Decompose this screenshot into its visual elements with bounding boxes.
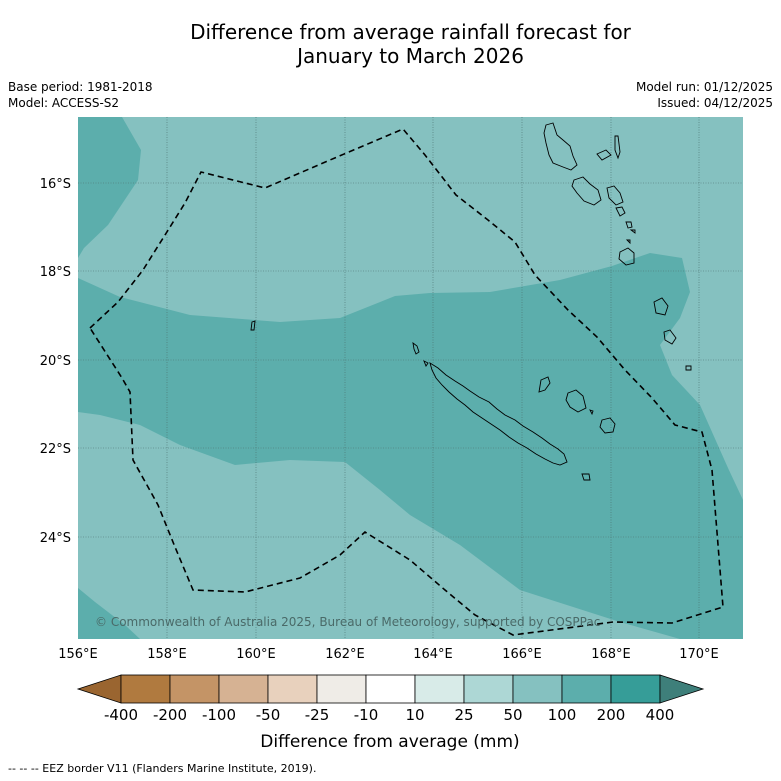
map-title: Difference from average rainfall forecas… [0, 20, 781, 68]
colorbar-title: Difference from average (mm) [260, 732, 519, 752]
colorbar-tick-label: -50 [256, 706, 281, 724]
title-line-1: Difference from average rainfall forecas… [190, 20, 631, 44]
lat-label-16s: 16°S [40, 177, 71, 192]
field-mid-band [78, 253, 743, 639]
model-run: Model run: 01/12/2025 [635, 80, 773, 94]
colorbar-cells [120, 674, 661, 704]
colorbar: -400 -200 -100 -50 -25 -10 10 25 50 100 200 400 Dif… [76, 674, 705, 752]
lon-label-156e: 156°E [58, 647, 98, 662]
lon-label-160e: 160°E [236, 647, 276, 662]
colorbar-cell [218, 674, 269, 704]
colorbar-cell [463, 674, 514, 704]
eez-footnote: -- -- -- EEZ border V11 (Flanders Marine… [8, 762, 317, 775]
eez-border [88, 128, 724, 636]
colorbar-tick-label: -400 [104, 706, 138, 724]
coastlines [250, 122, 692, 481]
colorbar-cell [610, 674, 661, 704]
meta-right: Model run: 01/12/2025 Issued: 04/12/2025 [636, 79, 773, 111]
lon-label-166e: 166°E [502, 647, 542, 662]
lon-label-158e: 158°E [147, 647, 187, 662]
colorbar-tick-label: -25 [305, 706, 330, 724]
new-caledonia-coast [429, 361, 568, 466]
colorbar-cell [512, 674, 563, 704]
lat-label-22s: 22°S [40, 442, 71, 457]
lon-label-162e: 162°E [325, 647, 365, 662]
colorbar-tick-label: -200 [153, 706, 187, 724]
colorbar-ticks: -400 -200 -100 -50 -25 -10 10 25 50 100 200 400 [104, 706, 674, 724]
colorbar-under-arrow [76, 674, 122, 704]
colorbar-tick-label: -100 [202, 706, 236, 724]
colorbar-tick-label: 50 [503, 706, 522, 724]
colorbar-cell [561, 674, 612, 704]
model-name: Model: ACCESS-S2 [8, 96, 120, 110]
lon-label-164e: 164°E [413, 647, 453, 662]
field-mid-southwest [78, 588, 140, 639]
colorbar-cell [267, 674, 318, 704]
axis-labels: 16°S 18°S 20°S 22°S 24°S 156°E 158°E 160… [40, 177, 719, 662]
field-mid-northwest [78, 117, 141, 258]
title-line-2: January to March 2026 [297, 44, 524, 68]
lon-label-170e: 170°E [679, 647, 719, 662]
issued-date: Issued: 04/12/2025 [657, 96, 773, 110]
gridlines [78, 117, 743, 639]
lat-label-20s: 20°S [40, 354, 71, 369]
colorbar-cell [120, 674, 171, 704]
map-copyright: © Commonwealth of Australia 2025, Bureau… [95, 615, 600, 629]
colorbar-cell [169, 674, 220, 704]
colorbar-tick-label: 400 [646, 706, 675, 724]
meta-left: Base period: 1981-2018 Model: ACCESS-S2 [8, 79, 153, 111]
vanuatu-coast [543, 122, 578, 171]
colorbar-tick-label: 25 [454, 706, 473, 724]
base-period: Base period: 1981-2018 [8, 80, 153, 94]
loyalty-islands-coast [538, 376, 551, 393]
colorbar-cell [316, 674, 367, 704]
colorbar-tick-label: -10 [354, 706, 379, 724]
rainfall-field: © Commonwealth of Australia 2025, Bureau… [78, 117, 743, 639]
lat-label-18s: 18°S [40, 265, 71, 280]
colorbar-tick-label: 200 [597, 706, 626, 724]
lon-label-168e: 168°E [591, 647, 631, 662]
colorbar-cell [414, 674, 465, 704]
colorbar-over-arrow [659, 674, 705, 704]
colorbar-cell [365, 674, 416, 704]
colorbar-tick-label: 10 [405, 706, 424, 724]
lat-label-24s: 24°S [40, 531, 71, 546]
colorbar-tick-label: 100 [548, 706, 577, 724]
